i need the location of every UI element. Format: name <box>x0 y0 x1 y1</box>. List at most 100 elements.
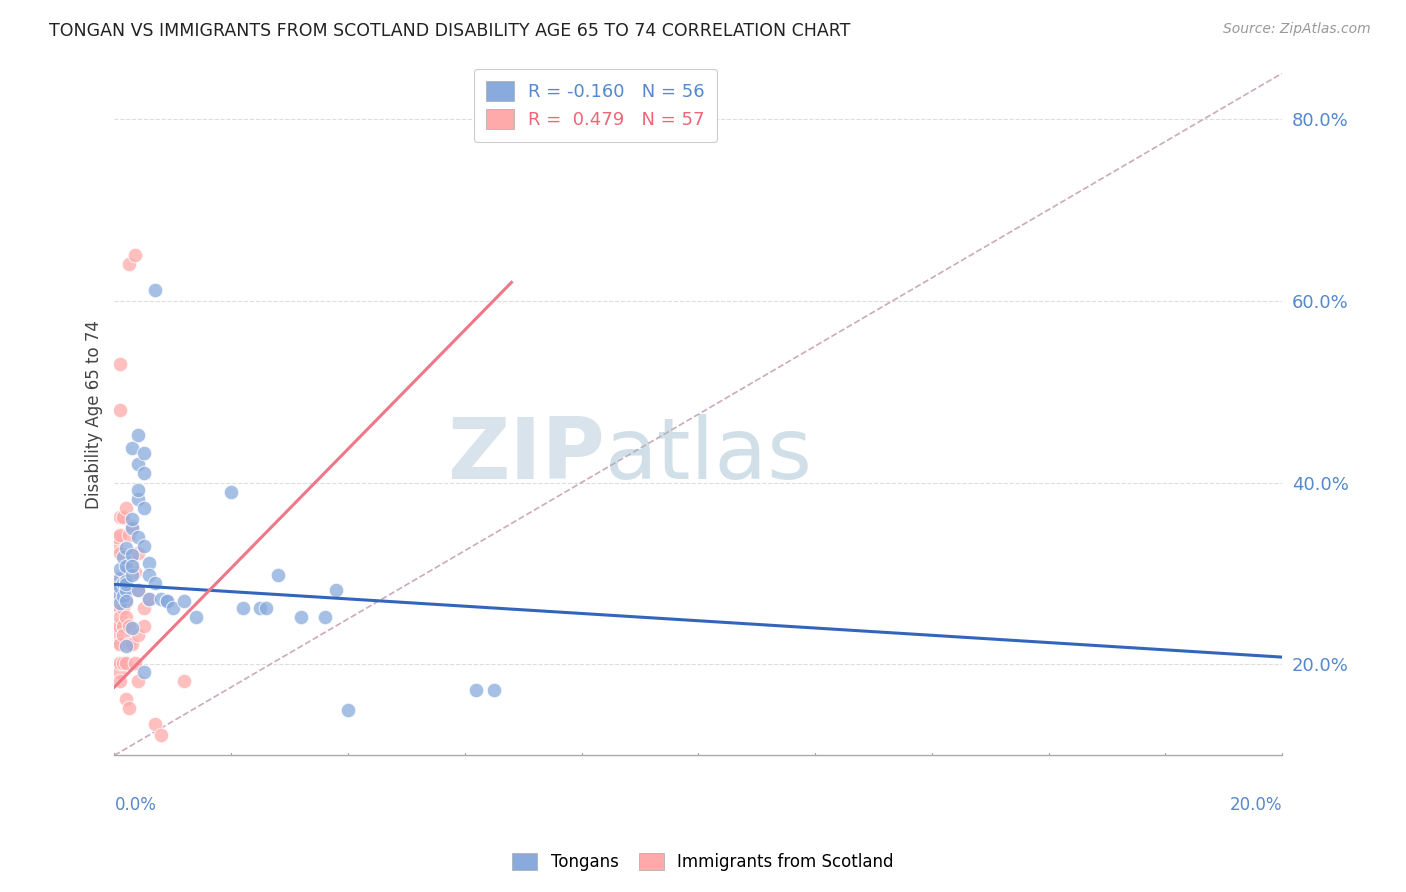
Point <box>105 619 128 633</box>
Point <box>121 621 143 635</box>
Point <box>110 580 132 594</box>
Point <box>118 582 141 597</box>
Point <box>105 530 128 544</box>
Point <box>173 593 195 607</box>
Point <box>336 703 359 717</box>
Point <box>115 582 138 597</box>
Point <box>108 619 131 633</box>
Point <box>138 556 160 570</box>
Point <box>127 530 149 544</box>
Point <box>110 601 132 615</box>
Point <box>110 610 132 624</box>
Point <box>112 656 135 670</box>
Point <box>110 510 132 524</box>
Text: 0.0%: 0.0% <box>114 797 156 814</box>
Point <box>121 512 143 526</box>
Text: TONGAN VS IMMIGRANTS FROM SCOTLAND DISABILITY AGE 65 TO 74 CORRELATION CHART: TONGAN VS IMMIGRANTS FROM SCOTLAND DISAB… <box>49 22 851 40</box>
Point <box>115 610 138 624</box>
Point <box>110 637 132 651</box>
Point <box>115 639 138 653</box>
Point <box>115 692 138 706</box>
Point <box>110 528 132 542</box>
Point <box>110 562 132 576</box>
Point <box>105 580 128 594</box>
Point <box>105 591 128 606</box>
Point <box>465 682 488 697</box>
Point <box>115 500 138 515</box>
Point <box>127 628 149 642</box>
Point <box>112 550 135 565</box>
Point <box>121 568 143 582</box>
Point <box>112 628 135 642</box>
Point <box>132 467 155 481</box>
Point <box>110 357 132 371</box>
Point <box>118 528 141 542</box>
Point <box>124 565 146 579</box>
Point <box>127 428 149 442</box>
Point <box>112 575 135 590</box>
Point <box>108 637 131 651</box>
Point <box>127 546 149 560</box>
Point <box>162 601 184 615</box>
Point <box>121 521 143 535</box>
Point <box>110 596 132 610</box>
Point <box>115 656 138 670</box>
Point <box>112 582 135 597</box>
Point <box>112 601 135 615</box>
Point <box>219 484 242 499</box>
Point <box>121 637 143 651</box>
Point <box>105 630 128 644</box>
Point <box>254 601 277 615</box>
Point <box>121 441 143 455</box>
Point <box>110 582 132 597</box>
Point <box>110 571 132 585</box>
Point <box>124 248 146 262</box>
Point <box>267 568 290 582</box>
Point <box>143 283 166 297</box>
Point <box>290 610 312 624</box>
Y-axis label: Disability Age 65 to 74: Disability Age 65 to 74 <box>86 320 103 508</box>
Point <box>108 656 131 670</box>
Point <box>108 589 131 603</box>
Point <box>112 589 135 603</box>
Point <box>112 619 135 633</box>
Point <box>121 519 143 533</box>
Point <box>115 574 138 588</box>
Text: Source: ZipAtlas.com: Source: ZipAtlas.com <box>1223 22 1371 37</box>
Point <box>121 559 143 574</box>
Point <box>118 619 141 633</box>
Point <box>138 591 160 606</box>
Point <box>127 582 149 597</box>
Legend: R = -0.160   N = 56, R =  0.479   N = 57: R = -0.160 N = 56, R = 0.479 N = 57 <box>474 69 717 142</box>
Point <box>110 673 132 688</box>
Point <box>173 673 195 688</box>
Point <box>325 582 347 597</box>
Point <box>115 565 138 579</box>
Point <box>186 610 208 624</box>
Point <box>110 546 132 560</box>
Point <box>118 701 141 715</box>
Point <box>124 656 146 670</box>
Point <box>127 458 149 472</box>
Point <box>127 582 149 597</box>
Point <box>110 656 132 670</box>
Point <box>115 591 138 606</box>
Point <box>138 568 160 582</box>
Point <box>127 491 149 506</box>
Point <box>118 637 141 651</box>
Point <box>118 257 141 271</box>
Point <box>314 610 336 624</box>
Point <box>132 619 155 633</box>
Point <box>138 591 160 606</box>
Point <box>249 601 271 615</box>
Point <box>108 665 131 679</box>
Point <box>150 591 173 606</box>
Point <box>156 593 179 607</box>
Point <box>121 556 143 570</box>
Point <box>115 577 138 591</box>
Point <box>127 483 149 497</box>
Point <box>150 728 173 742</box>
Point <box>143 716 166 731</box>
Point <box>132 601 155 615</box>
Text: ZIP: ZIP <box>447 414 605 497</box>
